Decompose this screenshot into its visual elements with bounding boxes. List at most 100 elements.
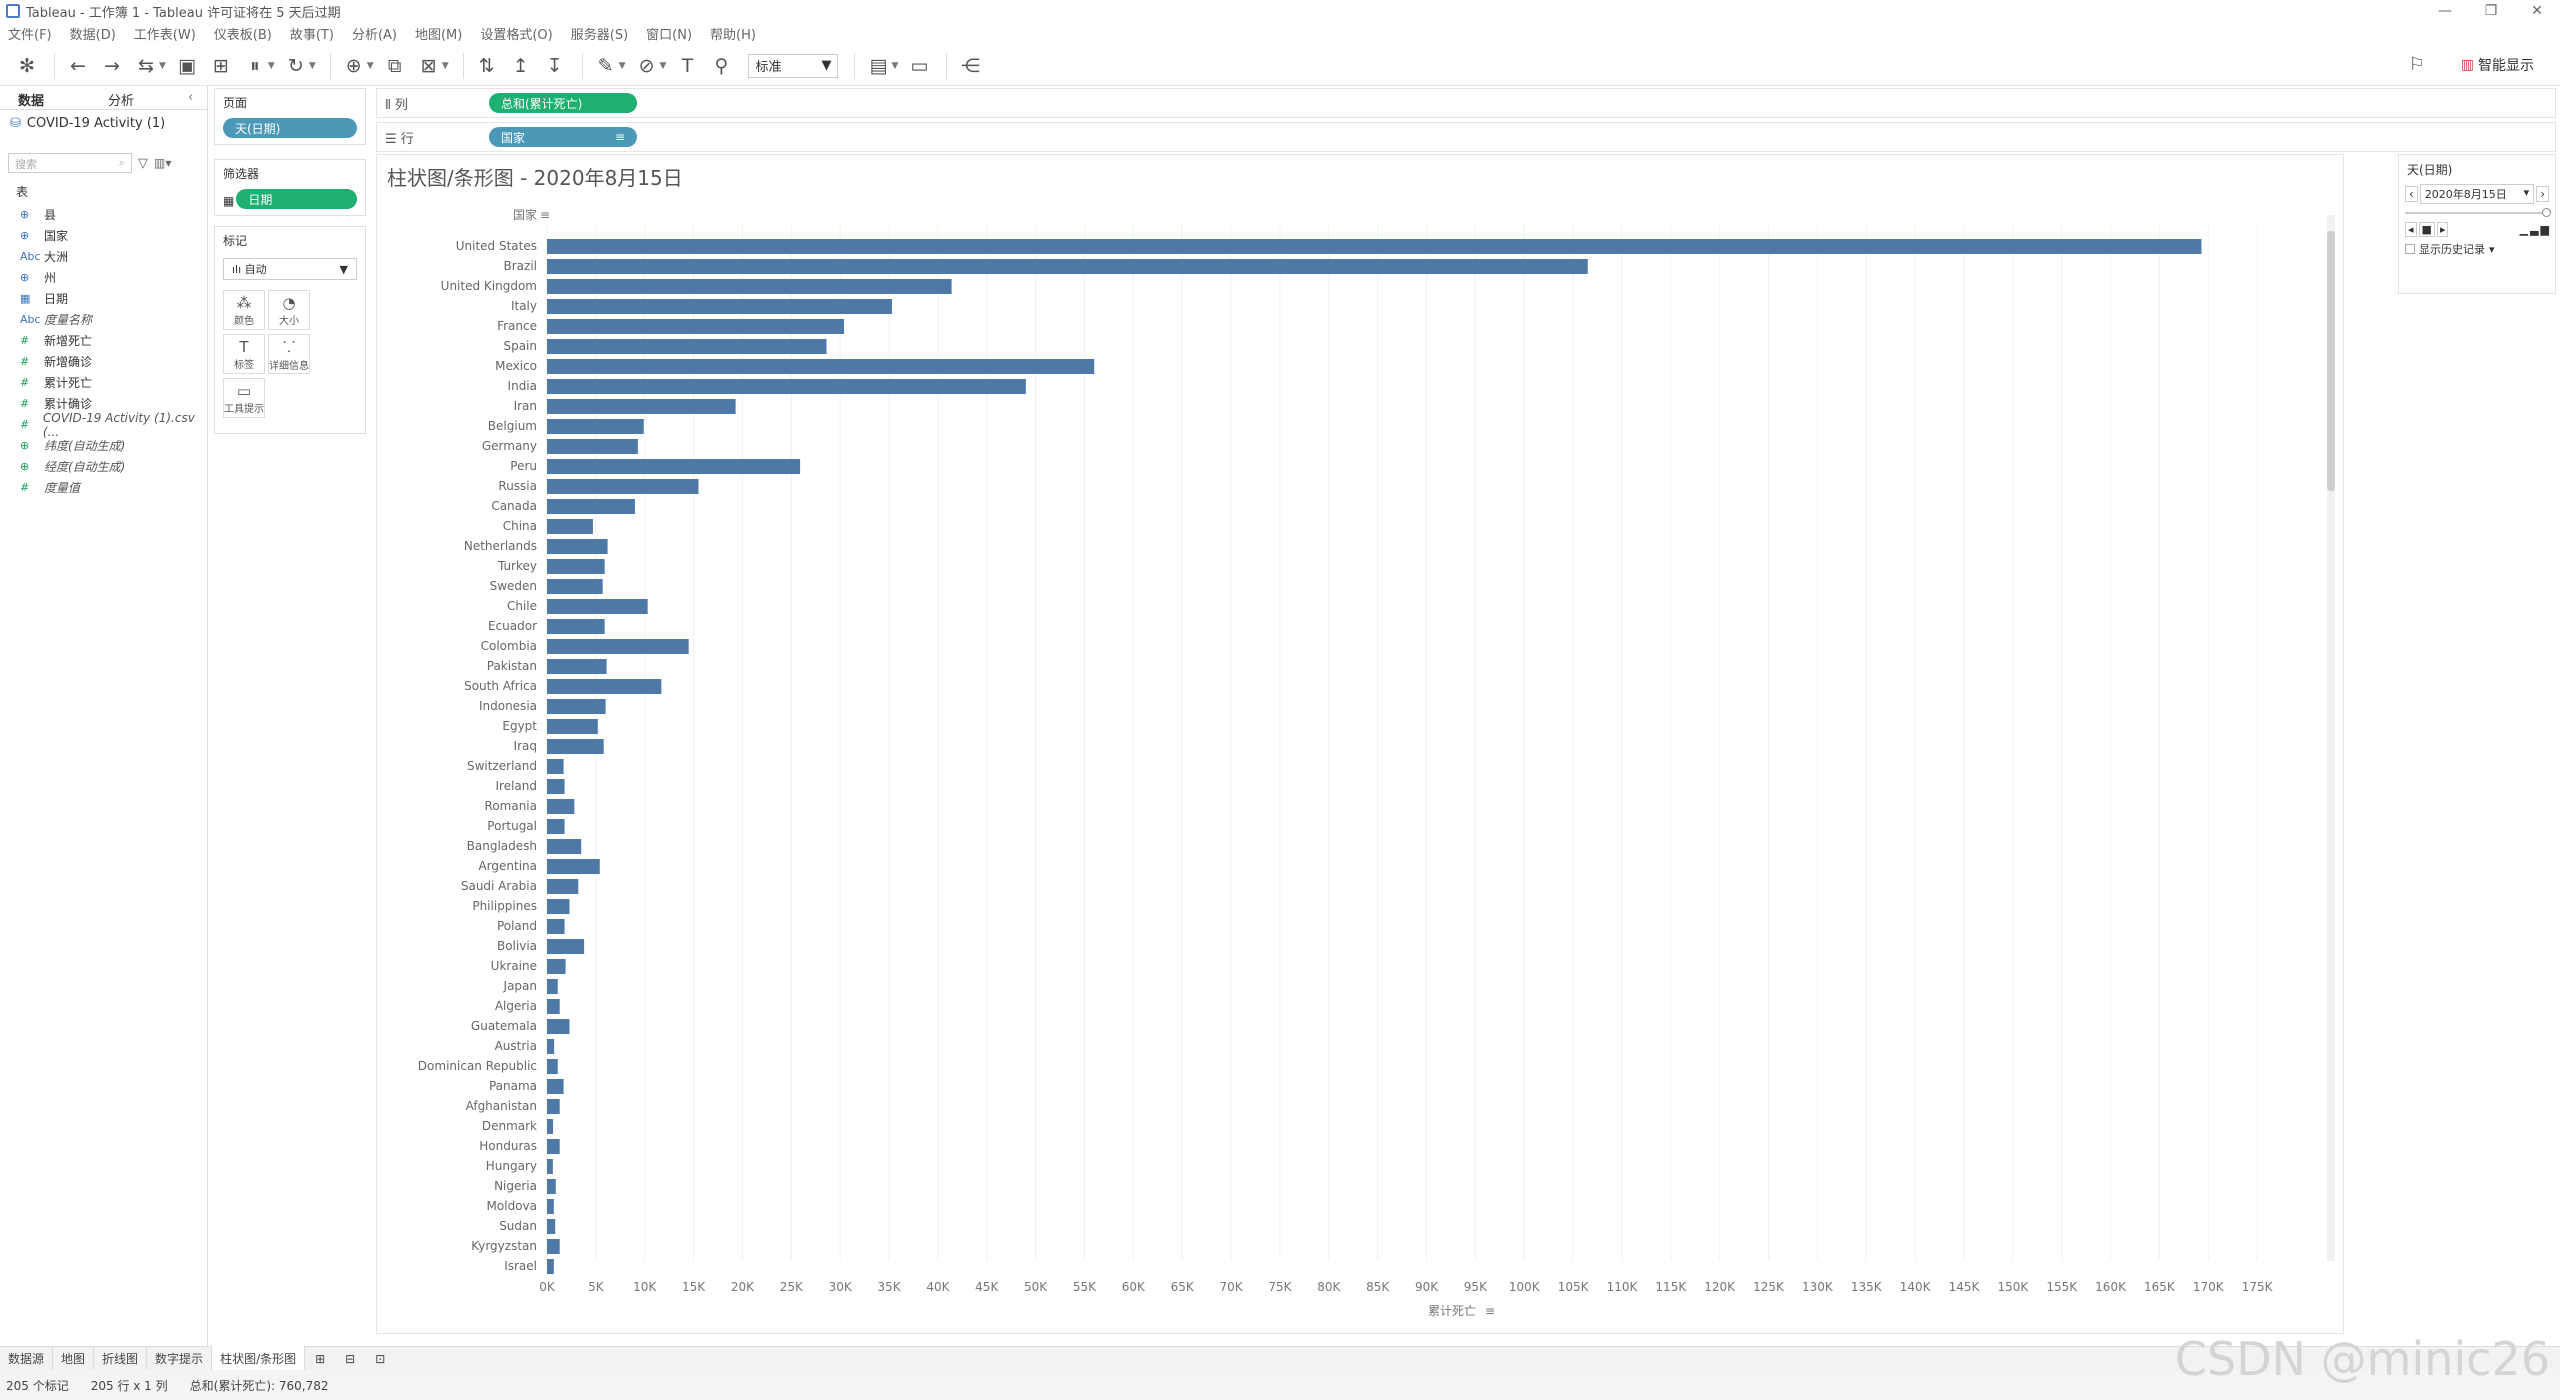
field-item[interactable]: # 累计确诊	[0, 393, 207, 414]
play-forward-icon[interactable]: ▸	[2436, 222, 2449, 237]
menu-item[interactable]: 仪表板(B)	[213, 27, 272, 43]
show-labels-icon[interactable]: T	[681, 54, 694, 77]
field-item[interactable]: ⊕ 经度(自动生成)	[0, 456, 207, 477]
refresh-icon[interactable]: ↻	[287, 54, 304, 77]
sheet-tab[interactable]: 柱状图/条形图	[212, 1346, 306, 1371]
filter-pill-date[interactable]: 日期	[236, 189, 357, 209]
field-item[interactable]: ⊕ 州	[0, 267, 207, 288]
new-story-tab-icon[interactable]: ⊡	[375, 1351, 386, 1366]
play-back-icon[interactable]: ◂	[2405, 222, 2417, 237]
sheet-tab[interactable]: 地图	[53, 1346, 95, 1371]
pause-update-icon[interactable]: ⏸	[250, 54, 260, 77]
highlight-icon[interactable]: ✎	[597, 54, 614, 77]
sort-descending-icon[interactable]: ↧	[546, 54, 563, 77]
close-icon[interactable]: ✕	[2531, 3, 2543, 19]
history-label: 显示历史记录	[2419, 243, 2485, 256]
duplicate-sheet-icon[interactable]: ⧉	[387, 54, 402, 77]
x-tick-label: 35K	[877, 1280, 901, 1294]
new-worksheet-tab-icon[interactable]: ⊞	[315, 1351, 326, 1366]
new-datasource-icon[interactable]: ⊞	[212, 54, 229, 77]
category-label: Philippines	[472, 899, 537, 913]
presentation-mode-icon[interactable]: ▭	[910, 54, 929, 77]
rows-shelf[interactable]: ☰ 行 国家 ≡	[376, 122, 2556, 152]
columns-shelf[interactable]: ⦀ 列 总和(累计死亡)	[376, 88, 2556, 118]
mark-button[interactable]: T 标签	[223, 334, 265, 374]
page-date-select[interactable]: 2020年8月15日 ▾	[2419, 184, 2535, 204]
speed-slow-icon[interactable]: ▁	[2519, 223, 2529, 236]
speed-fast-icon[interactable]: ▆	[2540, 223, 2549, 236]
field-item[interactable]: # 新增死亡	[0, 330, 207, 351]
field-item[interactable]: Abc 度量名称	[0, 309, 207, 330]
stop-icon[interactable]: ■	[2418, 222, 2435, 237]
menu-item[interactable]: 故事(T)	[289, 27, 334, 43]
field-item[interactable]: # 度量值	[0, 477, 207, 498]
field-item[interactable]: Abc 大洲	[0, 246, 207, 267]
save-icon[interactable]: ▣	[177, 54, 196, 77]
pages-pill[interactable]: 天(日期)	[223, 118, 357, 138]
columns-pill[interactable]: 总和(累计死亡)	[489, 93, 637, 113]
mark-button[interactable]: ⸪ 详细信息	[268, 334, 310, 374]
search-input[interactable]: 搜索 ⌕	[8, 153, 132, 173]
menu-item[interactable]: 数据(D)	[69, 27, 116, 43]
field-item[interactable]: # 累计死亡	[0, 372, 207, 393]
category-label: Algeria	[495, 999, 537, 1013]
collapse-pane-icon[interactable]: ‹	[188, 90, 194, 105]
next-page-icon[interactable]: ›	[2536, 186, 2549, 202]
swap-rows-columns-icon[interactable]: ⇅	[478, 54, 495, 77]
prev-page-icon[interactable]: ‹	[2405, 186, 2418, 202]
new-dashboard-tab-icon[interactable]: ⊟	[345, 1351, 356, 1366]
sort-ascending-icon[interactable]: ↥	[512, 54, 529, 77]
sheet-tab[interactable]: 折线图	[94, 1346, 148, 1371]
smart-show-button[interactable]: ⚐ ▥ 智能显示	[2409, 54, 2534, 75]
view-options-icon[interactable]: ▥▾	[154, 156, 172, 170]
swap-datasource-icon[interactable]: ⇆	[138, 54, 154, 77]
minimize-icon[interactable]: —	[2438, 3, 2452, 19]
menu-item[interactable]: 设置格式(O)	[480, 27, 553, 43]
tab-data[interactable]: 数据	[18, 94, 45, 109]
history-checkbox[interactable]	[2405, 244, 2415, 254]
mark-button-label: 大小	[279, 315, 299, 327]
show-cards-icon[interactable]: ▤	[869, 54, 888, 77]
mark-type-select[interactable]: ılı 自动 ▼	[223, 258, 357, 280]
share-icon[interactable]: ⋲	[960, 54, 980, 77]
undo-icon[interactable]: ←	[70, 54, 86, 77]
restore-icon[interactable]: ❐	[2484, 3, 2498, 19]
new-worksheet-icon[interactable]: ⊕	[345, 54, 362, 77]
category-label: Dominican Republic	[418, 1059, 537, 1073]
menu-item[interactable]: 帮助(H)	[710, 27, 756, 43]
sheet-tab[interactable]: 数字提示	[147, 1346, 213, 1371]
field-item[interactable]: ⊕ 国家	[0, 225, 207, 246]
menu-item[interactable]: 分析(A)	[351, 27, 397, 43]
rows-pill[interactable]: 国家 ≡	[489, 127, 637, 147]
group-icon[interactable]: ⊘	[638, 54, 655, 77]
tab-analysis[interactable]: 分析	[108, 94, 135, 109]
mark-button[interactable]: ▭ 工具提示	[223, 378, 265, 418]
field-item[interactable]: ⊕ 纬度(自动生成)	[0, 435, 207, 456]
sheet-tab[interactable]: 数据源	[0, 1346, 54, 1371]
fix-axes-icon[interactable]: ⚲	[714, 54, 729, 77]
x-sort-icon: ≡	[1485, 1304, 1495, 1318]
clear-sheet-icon[interactable]: ⊠	[420, 54, 437, 77]
fit-select[interactable]: 标准 ▼	[748, 53, 839, 78]
datasource-item[interactable]: ⛁ COVID-19 Activity (1)	[0, 110, 207, 137]
field-item[interactable]: ⊕ 县	[0, 204, 207, 225]
mark-button[interactable]: ◔ 大小	[268, 290, 310, 330]
menu-item[interactable]: 服务器(S)	[570, 27, 629, 43]
field-item[interactable]: ▦ 日期	[0, 288, 207, 309]
x-tick-label: 100K	[1509, 1280, 1541, 1294]
menu-item[interactable]: 地图(M)	[414, 27, 463, 43]
page-slider[interactable]	[2405, 208, 2551, 217]
field-item[interactable]: # COVID-19 Activity (1).csv (...	[0, 411, 207, 439]
bar	[547, 899, 570, 914]
menu-item[interactable]: 文件(F)	[8, 27, 52, 43]
mark-button[interactable]: ⁂ 颜色	[223, 290, 265, 330]
bar	[547, 1039, 555, 1054]
speed-medium-icon[interactable]: ▃	[2530, 223, 2539, 236]
page-slider-handle[interactable]	[2542, 208, 2551, 217]
tableau-logo-icon[interactable]: ✻	[19, 54, 35, 77]
menu-item[interactable]: 工作表(W)	[133, 27, 196, 43]
menu-item[interactable]: 窗口(N)	[646, 27, 693, 43]
redo-icon[interactable]: →	[104, 54, 120, 77]
field-item[interactable]: # 新增确诊	[0, 351, 207, 372]
filter-icon[interactable]: ▽	[138, 155, 148, 171]
